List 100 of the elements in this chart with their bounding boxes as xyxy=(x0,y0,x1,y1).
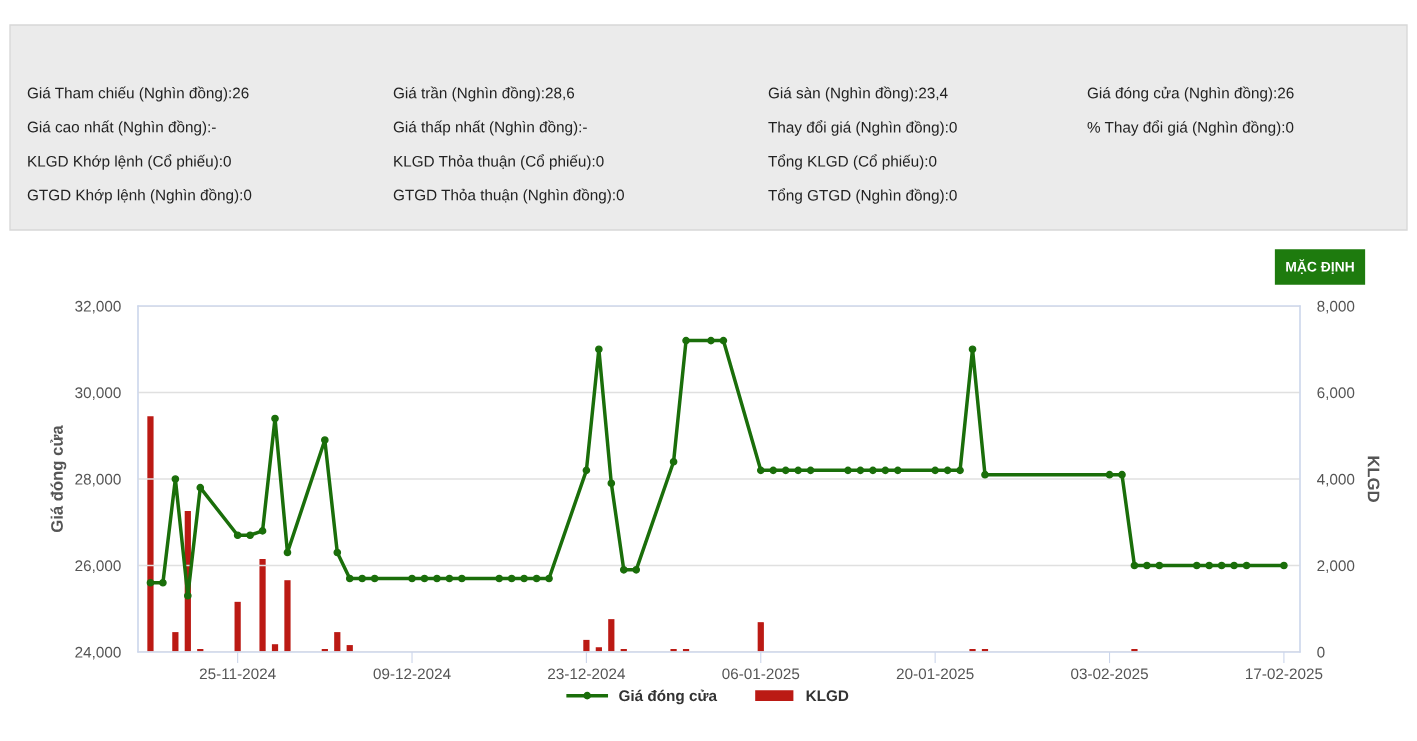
point xyxy=(495,574,504,583)
point xyxy=(869,466,877,475)
y-tick-label: 30,000 xyxy=(75,387,121,400)
point xyxy=(1217,561,1226,570)
point xyxy=(582,466,591,475)
point xyxy=(943,466,952,475)
x-tick-label: 03-02-2025 xyxy=(1071,668,1148,680)
point xyxy=(682,336,690,345)
point xyxy=(1192,561,1201,570)
text: Giá cao nhất (Nghìn đồng):- xyxy=(27,120,216,136)
x-tick-label: 23-12-2024 xyxy=(548,668,626,680)
point xyxy=(532,574,541,583)
point xyxy=(1205,561,1213,570)
text: Giá sàn (Nghìn đồng):23,4 xyxy=(768,86,948,102)
text: Tổng KLGD (Cổ phiếu):0 xyxy=(768,154,937,170)
point xyxy=(981,470,989,479)
point xyxy=(146,578,155,587)
point xyxy=(1280,561,1288,570)
x-tick-label: 09-12-2024 xyxy=(373,668,451,680)
point xyxy=(881,466,890,475)
legend-label: KLGD xyxy=(806,690,849,702)
text: % Thay đổi giá (Nghìn đồng):0 xyxy=(1087,120,1294,136)
text: KLGD Thỏa thuận (Cổ phiếu):0 xyxy=(394,154,604,170)
y2-tick-label: 2,000 xyxy=(1317,560,1355,573)
point xyxy=(370,574,379,583)
x-tick-label: 25-11-2024 xyxy=(199,668,276,680)
point xyxy=(781,466,790,475)
point xyxy=(794,466,802,475)
point xyxy=(893,466,902,475)
bar xyxy=(234,601,241,652)
text: Tổng GTGD (Nghìn đồng):0 xyxy=(768,188,957,204)
y2-tick-label: 6,000 xyxy=(1317,387,1355,400)
bar xyxy=(583,639,590,652)
point xyxy=(520,574,528,583)
text: GTGD Thỏa thuận (Nghìn đồng):0 xyxy=(393,188,624,204)
text: Giá đóng cửa (Nghìn đồng):26 xyxy=(1087,86,1294,102)
point xyxy=(458,574,466,583)
point xyxy=(408,574,416,583)
point xyxy=(769,466,778,475)
point xyxy=(233,531,242,540)
bar xyxy=(147,416,154,652)
point xyxy=(507,574,516,583)
text: MẶC ĐỊNH xyxy=(1286,259,1354,274)
text: Giá thấp nhất (Nghìn đồng):- xyxy=(393,120,587,136)
point xyxy=(595,345,603,354)
point xyxy=(806,466,815,475)
point xyxy=(171,475,180,483)
point xyxy=(333,548,342,557)
text: GTGD Khớp lệnh (Nghìn đồng):0 xyxy=(27,188,252,204)
point xyxy=(607,479,616,488)
y2-axis-title: KLGD xyxy=(1367,456,1380,502)
point xyxy=(619,566,628,574)
point xyxy=(844,466,852,475)
point xyxy=(159,578,167,587)
y-tick-label: 24,000 xyxy=(75,646,121,660)
bar xyxy=(334,632,341,652)
point xyxy=(283,548,292,557)
point xyxy=(968,345,977,354)
point xyxy=(956,466,964,475)
x-tick-label: 06-01-2025 xyxy=(722,668,800,680)
point xyxy=(184,591,192,600)
point xyxy=(258,527,267,535)
point xyxy=(719,336,728,345)
text: Giá trần (Nghìn đồng):28,6 xyxy=(393,86,575,102)
point xyxy=(1143,561,1151,570)
point xyxy=(445,574,454,583)
text: Thay đổi giá (Nghìn đồng):0 xyxy=(768,120,957,136)
point xyxy=(1242,561,1251,570)
point xyxy=(1118,470,1126,479)
bar xyxy=(259,559,266,652)
point xyxy=(856,466,865,475)
point xyxy=(1130,561,1139,570)
bar xyxy=(757,622,764,652)
y-tick-label: 32,000 xyxy=(75,300,121,314)
y2-tick-label: 0 xyxy=(1317,646,1325,658)
point xyxy=(707,336,715,345)
point xyxy=(632,566,641,574)
y-tick-label: 26,000 xyxy=(75,560,121,573)
point xyxy=(321,436,329,444)
point xyxy=(1230,561,1238,570)
point xyxy=(1105,470,1114,479)
text: Giá Tham chiếu (Nghìn đồng):26 xyxy=(27,86,249,102)
point xyxy=(420,574,429,583)
point xyxy=(931,466,939,475)
x-tick-label: 20-01-2025 xyxy=(896,668,974,680)
point xyxy=(246,531,254,540)
legend-label: Giá đóng cửa xyxy=(619,689,718,705)
point xyxy=(433,574,441,583)
y2-tick-label: 4,000 xyxy=(1317,473,1355,487)
y-tick-label: 28,000 xyxy=(75,473,121,487)
point xyxy=(271,414,279,423)
point xyxy=(345,574,354,583)
point xyxy=(756,466,765,475)
point xyxy=(358,574,367,583)
bar xyxy=(284,580,291,652)
point xyxy=(669,457,678,466)
text: KLGD Khớp lệnh (Cổ phiếu):0 xyxy=(28,154,231,170)
bar xyxy=(172,632,179,652)
point xyxy=(545,574,553,583)
point xyxy=(196,483,205,492)
